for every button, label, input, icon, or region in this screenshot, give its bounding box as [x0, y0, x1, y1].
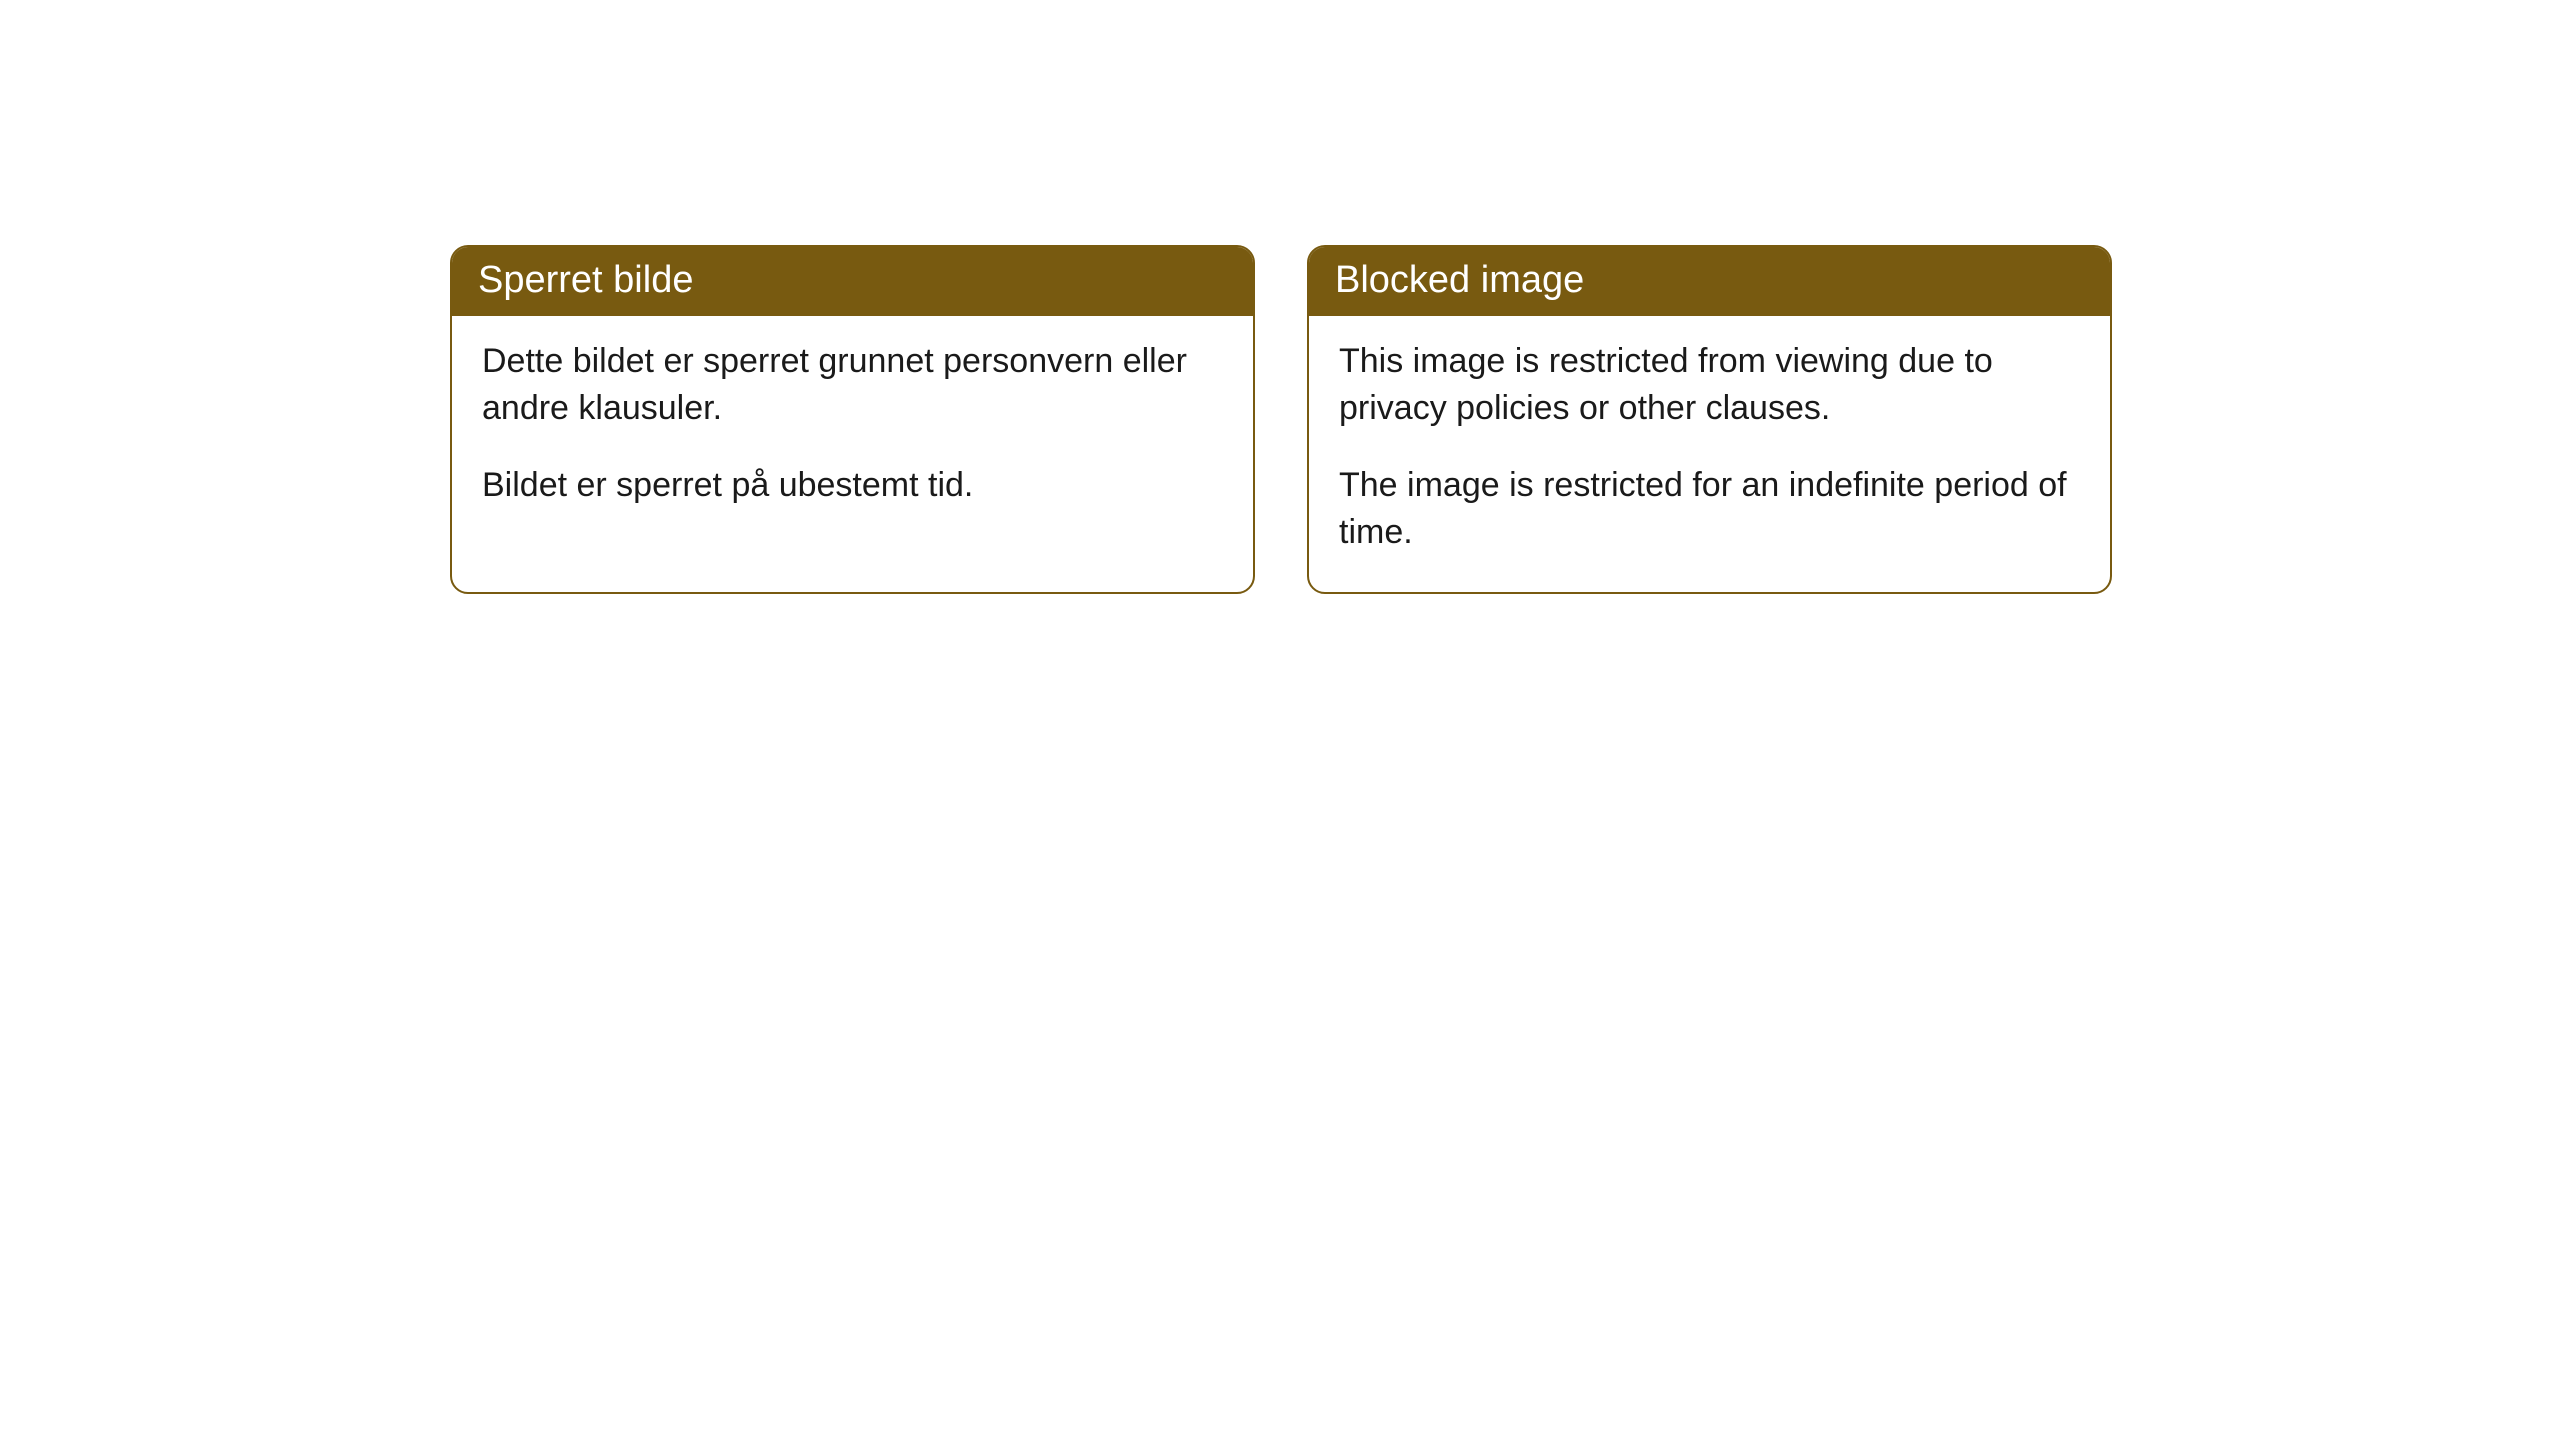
card-paragraph-2: Bildet er sperret på ubestemt tid. — [482, 462, 1223, 509]
card-title: Blocked image — [1335, 259, 1584, 301]
card-paragraph-2: The image is restricted for an indefinit… — [1339, 462, 2080, 556]
card-paragraph-1: Dette bildet er sperret grunnet personve… — [482, 338, 1223, 432]
card-body: Dette bildet er sperret grunnet personve… — [452, 316, 1253, 545]
blocked-image-card-norwegian: Sperret bilde Dette bildet er sperret gr… — [450, 245, 1255, 594]
card-header: Blocked image — [1309, 247, 2110, 316]
card-body: This image is restricted from viewing du… — [1309, 316, 2110, 592]
card-header: Sperret bilde — [452, 247, 1253, 316]
card-paragraph-1: This image is restricted from viewing du… — [1339, 338, 2080, 432]
notice-cards-container: Sperret bilde Dette bildet er sperret gr… — [450, 245, 2112, 594]
card-title: Sperret bilde — [478, 259, 693, 301]
blocked-image-card-english: Blocked image This image is restricted f… — [1307, 245, 2112, 594]
